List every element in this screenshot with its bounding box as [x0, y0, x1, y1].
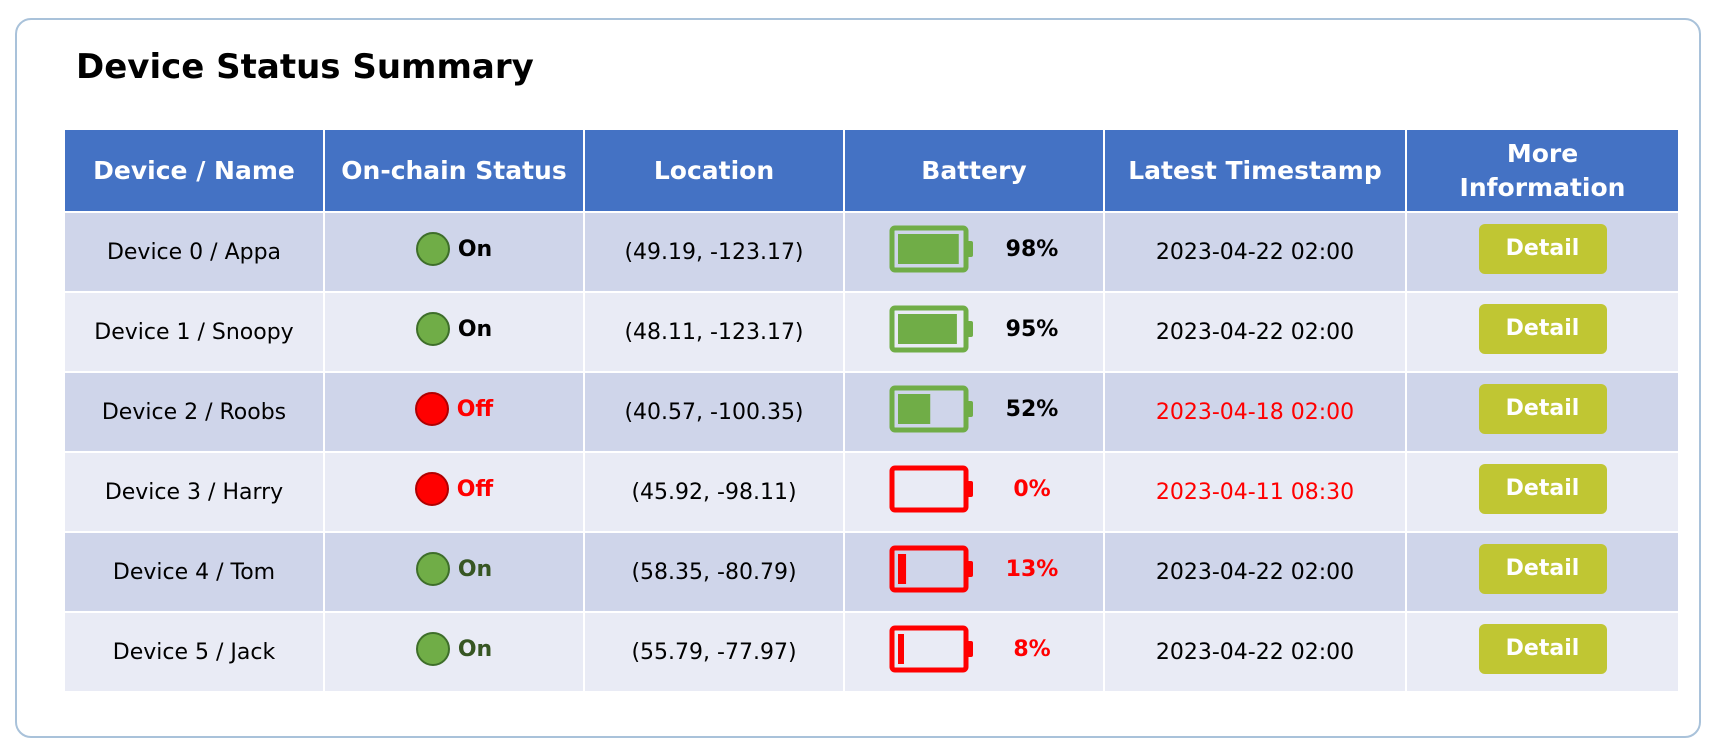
status-indicator: On — [415, 312, 493, 346]
status-indicator: Off — [414, 392, 494, 426]
battery-fill — [898, 634, 904, 664]
column-header-device: Device / Name — [63, 128, 325, 213]
battery-cell: 52% — [843, 371, 1105, 453]
status-label: On — [457, 636, 493, 662]
device-name-cell: Device 0 / Appa — [63, 211, 325, 293]
table-row: Device 3 / Harry Off (45.92, -98.11) 0% 2023… — [63, 451, 1680, 533]
battery-percent: 13% — [1005, 556, 1059, 582]
status-label: On — [457, 236, 493, 262]
timestamp-cell: 2023-04-22 02:00 — [1103, 531, 1407, 613]
status-cell: On — [323, 291, 585, 373]
battery-fill — [898, 554, 907, 584]
battery-fill — [898, 314, 957, 344]
timestamp-cell: 2023-04-22 02:00 — [1103, 291, 1407, 373]
battery-percent: 0% — [1013, 476, 1051, 502]
more-info-cell: Detail — [1405, 291, 1680, 373]
status-label: Off — [456, 396, 494, 422]
battery-icon — [889, 225, 973, 273]
column-header-timestamp: Latest Timestamp — [1103, 128, 1407, 213]
battery-cell: 13% — [843, 531, 1105, 613]
timestamp-cell: 2023-04-18 02:00 — [1103, 371, 1407, 453]
table-row: Device 4 / Tom On (58.35, -80.79) 13% 2023-0… — [63, 531, 1680, 613]
status-label: On — [457, 316, 493, 342]
battery-icon — [889, 625, 973, 673]
column-header-status: On-chain Status — [323, 128, 585, 213]
battery-cell: 0% — [843, 451, 1105, 533]
device-name-cell: Device 1 / Snoopy — [63, 291, 325, 373]
location-cell: (49.19, -123.17) — [583, 211, 845, 293]
page-title: Device Status Summary — [76, 47, 534, 87]
detail-button[interactable]: Detail — [1478, 224, 1607, 274]
location-cell: (55.79, -77.97) — [583, 611, 845, 693]
battery-percent: 98% — [1005, 236, 1059, 262]
battery-icon — [889, 545, 973, 593]
detail-button[interactable]: Detail — [1478, 304, 1607, 354]
status-label: On — [457, 556, 493, 582]
detail-button[interactable]: Detail — [1478, 624, 1607, 674]
table-header-row: Device / Name On-chain Status Location B… — [63, 128, 1680, 213]
device-name-cell: Device 5 / Jack — [63, 611, 325, 693]
status-dot-icon — [415, 632, 450, 666]
battery-percent: 52% — [1005, 396, 1059, 422]
status-cell: On — [323, 531, 585, 613]
battery-fill — [898, 234, 959, 264]
device-name-cell: Device 2 / Roobs — [63, 371, 325, 453]
battery-icon — [889, 305, 973, 353]
table-row: Device 2 / Roobs Off (40.57, -100.35) 52% 20… — [63, 371, 1680, 453]
status-dot-icon — [414, 392, 449, 426]
column-header-more-info: More Information — [1405, 128, 1680, 213]
more-info-cell: Detail — [1405, 371, 1680, 453]
battery-percent: 8% — [1013, 636, 1051, 662]
battery-cell: 95% — [843, 291, 1105, 373]
more-info-cell: Detail — [1405, 531, 1680, 613]
battery-cell: 98% — [843, 211, 1105, 293]
location-cell: (40.57, -100.35) — [583, 371, 845, 453]
table-row: Device 0 / Appa On (49.19, -123.17) 98% 2023… — [63, 211, 1680, 293]
column-header-battery: Battery — [843, 128, 1105, 213]
status-cell: Off — [323, 371, 585, 453]
device-status-table: Device / Name On-chain Status Location B… — [63, 128, 1680, 693]
more-info-cell: Detail — [1405, 211, 1680, 293]
device-name-cell: Device 3 / Harry — [63, 451, 325, 533]
status-label: Off — [456, 476, 494, 502]
status-indicator: On — [415, 632, 493, 666]
timestamp-cell: 2023-04-22 02:00 — [1103, 611, 1407, 693]
detail-button[interactable]: Detail — [1478, 464, 1607, 514]
location-cell: (45.92, -98.11) — [583, 451, 845, 533]
device-name-cell: Device 4 / Tom — [63, 531, 325, 613]
location-cell: (48.11, -123.17) — [583, 291, 845, 373]
status-cell: Off — [323, 451, 585, 533]
status-dot-icon — [415, 312, 450, 346]
more-info-cell: Detail — [1405, 451, 1680, 533]
battery-percent: 95% — [1005, 316, 1059, 342]
battery-icon — [889, 385, 973, 433]
status-indicator: Off — [414, 472, 494, 506]
battery-icon — [889, 465, 973, 513]
status-dot-icon — [414, 472, 449, 506]
location-cell: (58.35, -80.79) — [583, 531, 845, 613]
more-info-cell: Detail — [1405, 611, 1680, 693]
timestamp-cell: 2023-04-22 02:00 — [1103, 211, 1407, 293]
battery-fill — [898, 394, 931, 424]
battery-cell: 8% — [843, 611, 1105, 693]
status-cell: On — [323, 211, 585, 293]
detail-button[interactable]: Detail — [1478, 544, 1607, 594]
column-header-location: Location — [583, 128, 845, 213]
status-cell: On — [323, 611, 585, 693]
status-dot-icon — [415, 232, 450, 266]
table-body: Device 0 / Appa On (49.19, -123.17) 98% 2023… — [63, 211, 1680, 693]
status-dot-icon — [415, 552, 450, 586]
table-row: Device 5 / Jack On (55.79, -77.97) 8% 2023-0… — [63, 611, 1680, 693]
status-indicator: On — [415, 232, 493, 266]
timestamp-cell: 2023-04-11 08:30 — [1103, 451, 1407, 533]
status-indicator: On — [415, 552, 493, 586]
detail-button[interactable]: Detail — [1478, 384, 1607, 434]
table-row: Device 1 / Snoopy On (48.11, -123.17) 95% 20… — [63, 291, 1680, 373]
